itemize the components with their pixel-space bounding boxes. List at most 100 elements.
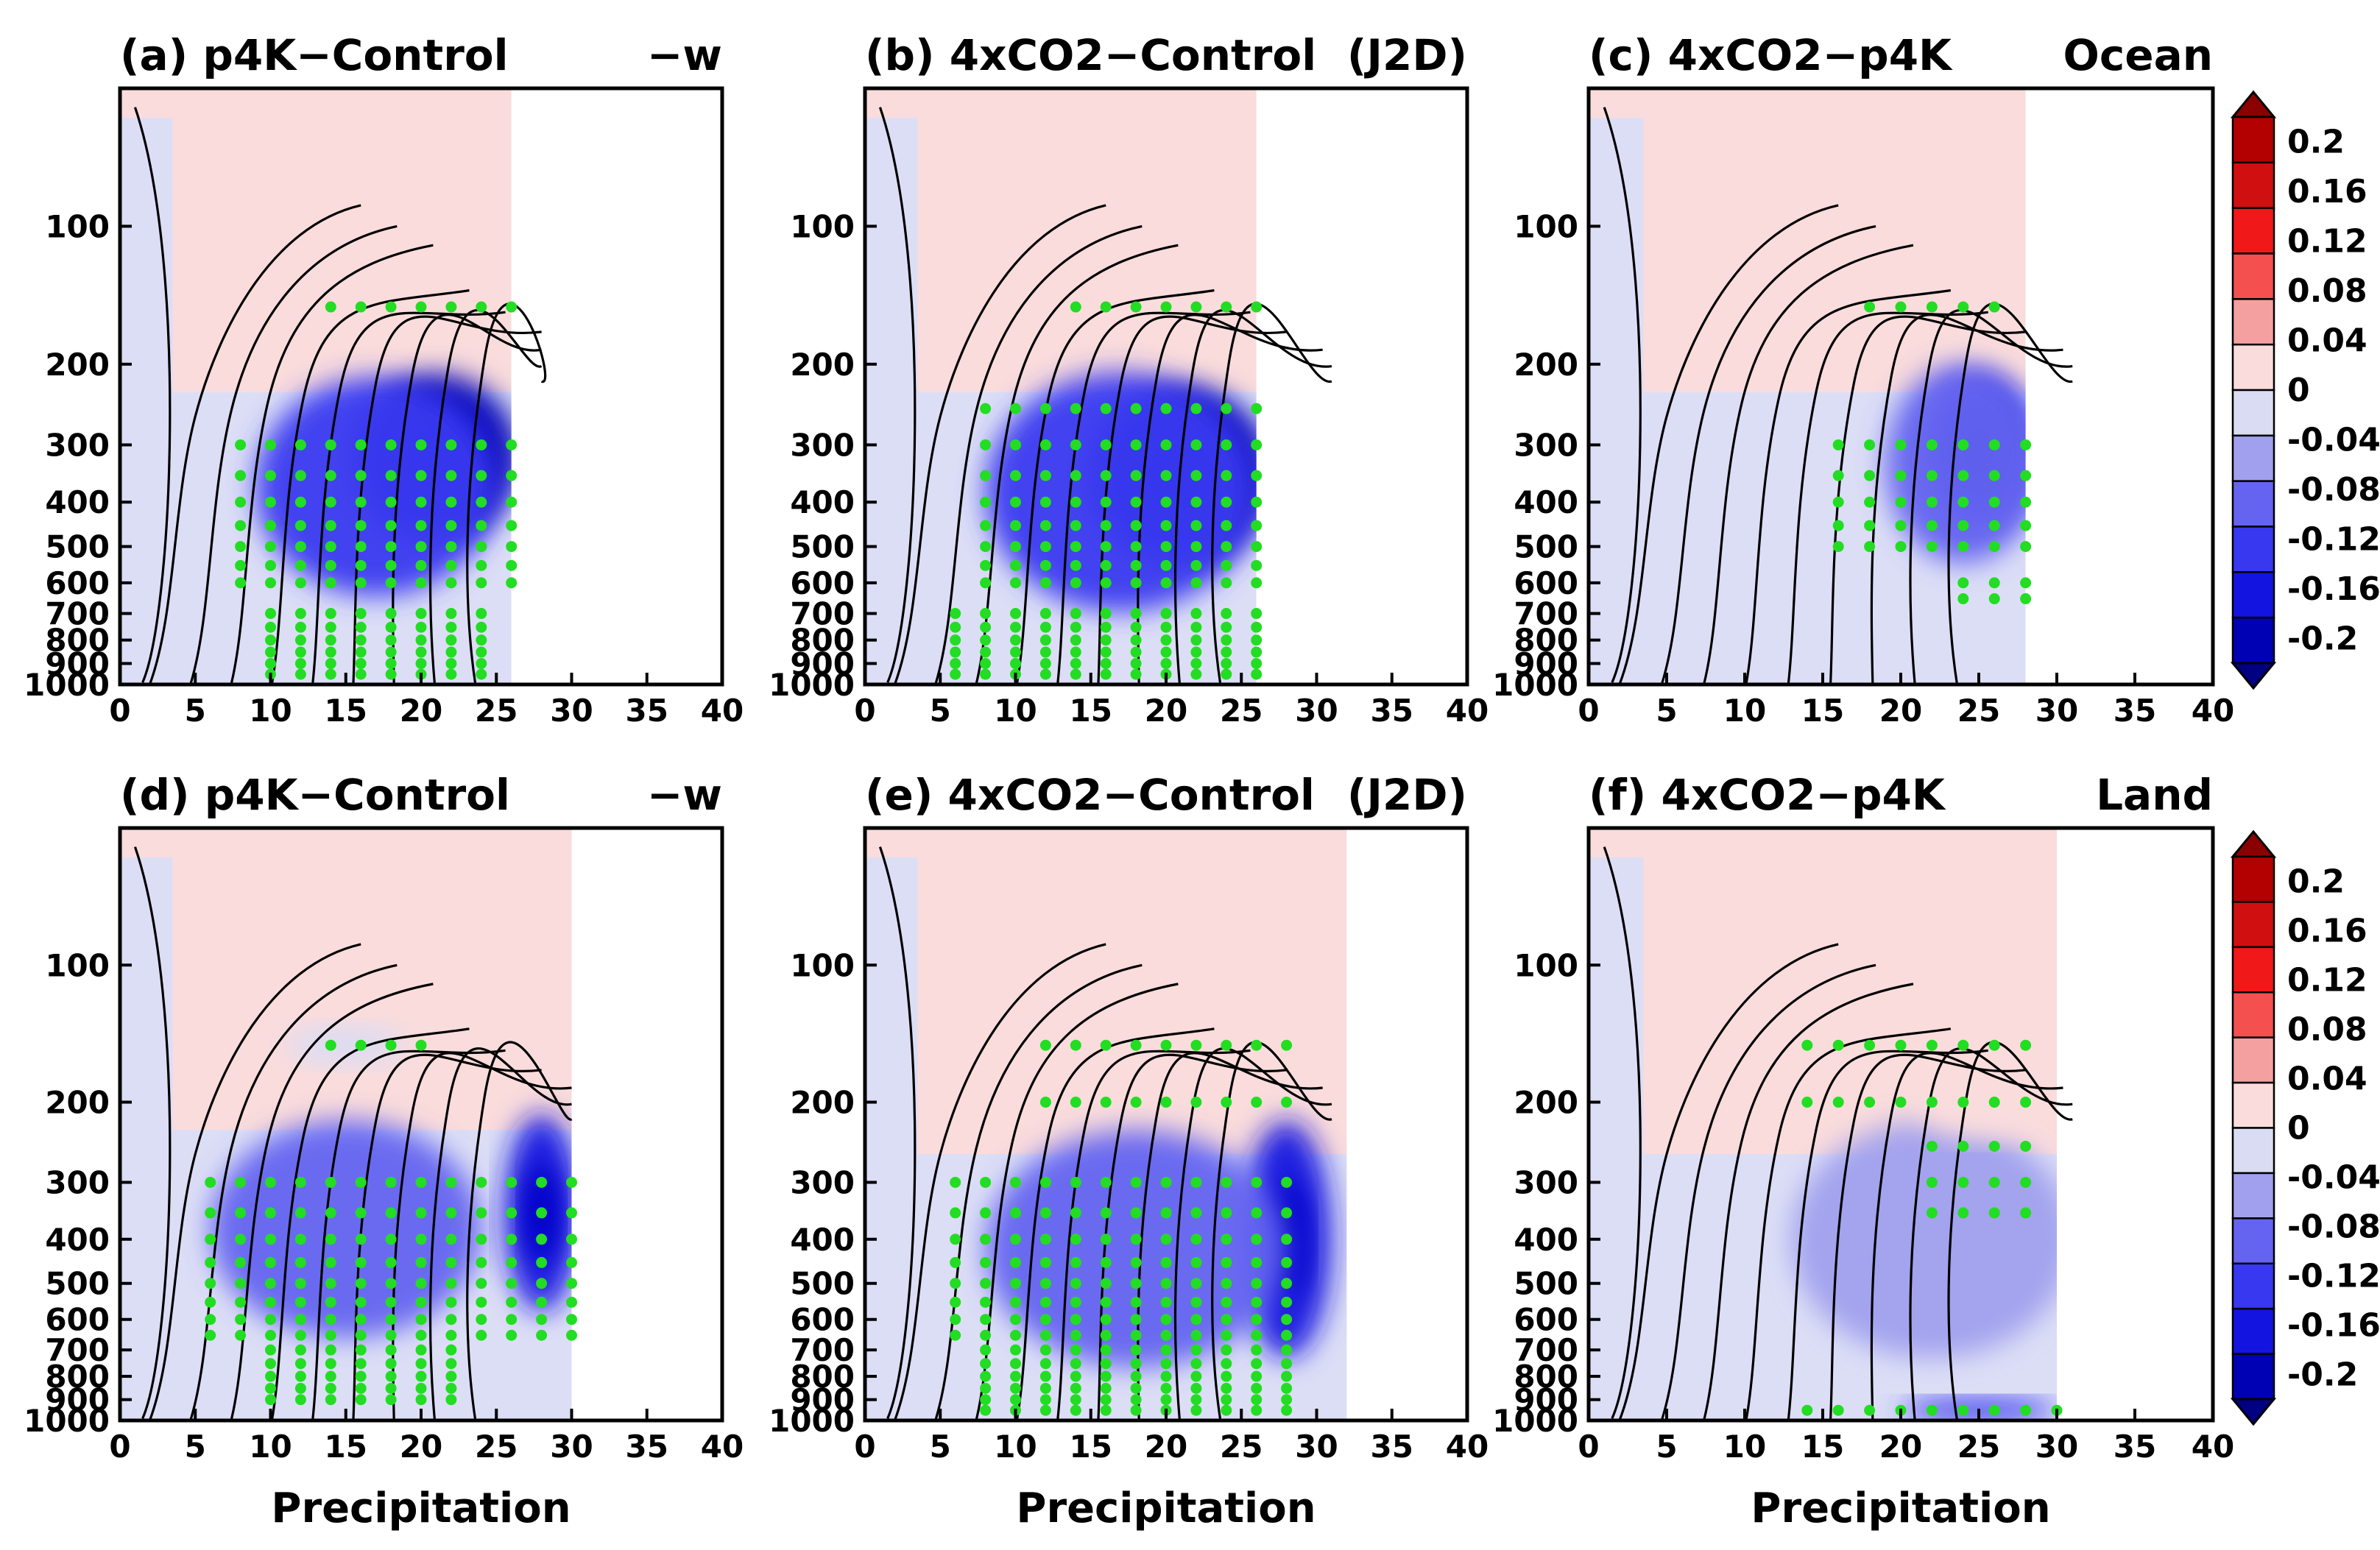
y-tick-label: 400 <box>1514 1222 1578 1258</box>
significance-dot <box>355 496 367 508</box>
significance-dot <box>1251 1234 1263 1245</box>
significance-dot <box>325 1176 336 1188</box>
significance-dot <box>355 470 367 481</box>
significance-dot <box>1100 658 1112 670</box>
panel-b: 0 5 10 15 20 25 30 35 40 100 200 300 400 500600700800… <box>769 30 1489 729</box>
significance-dot <box>415 646 427 658</box>
significance-dot <box>1130 1382 1142 1394</box>
contour-line <box>894 204 1106 684</box>
significance-dot <box>1130 1329 1142 1341</box>
significance-dot <box>1281 1176 1293 1188</box>
significance-dot <box>1070 1296 1081 1308</box>
significance-dot <box>1100 634 1112 646</box>
panel-a: 0 5 10 15 20 25 30 35 40 100 200 300 400 500600700800… <box>24 30 744 729</box>
significance-dot <box>415 470 427 481</box>
significance-dot <box>1160 403 1172 414</box>
panel-f-tag: Land <box>2096 770 2213 820</box>
significance-dot <box>1221 1382 1232 1394</box>
significance-dot <box>415 1234 427 1245</box>
significance-dot <box>1190 1207 1202 1219</box>
colorbar-swatch <box>2231 1036 2275 1084</box>
significance-dot <box>355 1394 367 1406</box>
significance-dot <box>294 1207 306 1219</box>
significance-dot <box>1957 1097 1969 1108</box>
field-low-precip <box>120 118 173 684</box>
significance-dot <box>325 470 336 481</box>
significance-dot <box>1221 1039 1232 1051</box>
significance-dot <box>1957 439 1969 450</box>
significance-dot <box>415 1278 427 1289</box>
colorbar-label: 0.04 <box>2287 322 2367 360</box>
x-tick-label: 20 <box>1879 693 1922 729</box>
significance-dot <box>1251 496 1263 508</box>
significance-dot <box>1100 1296 1112 1308</box>
significance-dot <box>1190 1314 1202 1326</box>
significance-dot <box>1160 608 1172 620</box>
significance-dot <box>1957 1207 1969 1219</box>
significance-dot <box>265 1358 276 1370</box>
significance-dot <box>294 1344 306 1356</box>
panel-b-tag: (J2D) <box>1347 30 1467 80</box>
colorbar-swatch <box>2231 298 2275 346</box>
significance-dot <box>980 621 992 633</box>
significance-dot <box>205 1256 216 1268</box>
significance-dot <box>445 646 457 658</box>
panel-c-title: (c) 4xCO2−p4K <box>1589 30 1953 80</box>
contour-line <box>133 846 172 1419</box>
significance-dot <box>1281 1278 1293 1289</box>
significance-dot <box>476 608 487 620</box>
significance-dot <box>1190 1394 1202 1406</box>
significance-dot <box>445 1358 457 1370</box>
significance-dot <box>1281 1207 1293 1219</box>
significance-dot <box>1190 668 1202 680</box>
significance-dot <box>1100 559 1112 571</box>
significance-dot <box>325 1358 336 1370</box>
significance-dot <box>506 1278 518 1289</box>
y-tick-label: 1000 <box>1492 667 1578 703</box>
field-positive-upper <box>865 88 1257 392</box>
significance-dot <box>355 668 367 680</box>
colorbar-label: -0.08 <box>2287 1208 2380 1246</box>
significance-dot <box>980 1207 992 1219</box>
significance-dot <box>950 646 961 658</box>
significance-dot <box>506 496 518 508</box>
significance-dot <box>1039 658 1051 670</box>
y-tick-label: 800 <box>45 1359 110 1395</box>
significance-dot <box>1010 1370 1021 1382</box>
significance-dot <box>1957 1140 1969 1152</box>
significance-dot <box>385 658 397 670</box>
significance-dot <box>415 520 427 531</box>
y-tick-label: 200 <box>45 1085 110 1121</box>
contour-line <box>894 943 1106 1420</box>
significance-dot <box>1221 541 1232 553</box>
significance-dot <box>1100 496 1112 508</box>
y-tick-label: 500 <box>790 1266 855 1302</box>
significance-dot <box>1251 520 1263 531</box>
significance-dot <box>1100 470 1112 481</box>
significance-dot <box>1251 577 1263 589</box>
significance-dot <box>325 301 336 313</box>
significance-dot <box>1010 1256 1021 1268</box>
significance-dot <box>950 621 961 633</box>
significance-dot <box>1160 301 1172 313</box>
significance-dot <box>1221 621 1232 633</box>
significance-dot <box>1251 541 1263 553</box>
significance-dot <box>1130 496 1142 508</box>
significance-dot <box>566 1176 577 1188</box>
contour-line <box>1603 107 1642 683</box>
significance-dot <box>1010 1296 1021 1308</box>
significance-dot <box>1100 1404 1112 1416</box>
x-tick-label: 5 <box>1656 1429 1677 1465</box>
x-tick-label: 25 <box>1220 1429 1263 1465</box>
significance-dot <box>1070 1370 1081 1382</box>
significance-dot <box>1832 470 1844 481</box>
colorbar-swatch <box>2231 1127 2275 1175</box>
significance-dot <box>265 1314 276 1326</box>
colorbar-top: 0.2 0.16 0.12 0.08 0.04 0 -0.04 -0.08 -0.12 -0.16… <box>2230 90 2380 690</box>
significance-dot <box>1221 1296 1232 1308</box>
significance-dot <box>1100 1207 1112 1219</box>
colorbar-swatch <box>2231 343 2275 392</box>
no-data-region <box>571 828 722 1420</box>
significance-dot <box>1130 301 1142 313</box>
significance-dot <box>1130 1256 1142 1268</box>
